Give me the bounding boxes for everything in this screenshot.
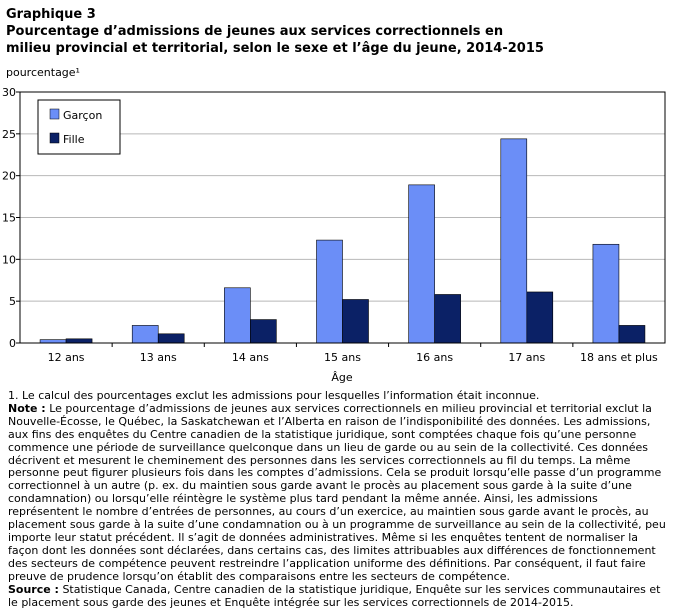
x-axis-ticks: 12 ans 13 ans 14 ans 15 ans 16 ans 17 ans 18 a…	[48, 343, 658, 364]
note-line: des secteurs de compétence peuvent restr…	[8, 556, 646, 570]
chart-notes: 1. Le calcul des pourcentages exclut les…	[8, 389, 668, 610]
footnote-1: 1. Le calcul des pourcentages exclut les…	[8, 389, 540, 402]
y-tick-label: 0	[9, 337, 16, 350]
note-line: placement sous garde à la suite d’une co…	[8, 518, 666, 532]
source-line: Statistique Canada, Centre canadien de l…	[62, 582, 661, 596]
bar-fille	[65, 338, 93, 344]
graphic-label: Graphique 3	[6, 7, 96, 22]
note-line: importe leur statut précédent. Il s’agit…	[8, 530, 639, 544]
x-tick-label: 12 ans	[48, 351, 85, 364]
legend-swatch-garcon	[49, 108, 60, 120]
chart-title-line-2: milieu provincial et territorial, selon …	[6, 41, 544, 56]
legend: Garçon Fille	[37, 99, 121, 155]
note-line: personne peut figurer plusieurs fois dan…	[8, 466, 662, 480]
legend-label-fille: Fille	[63, 133, 85, 146]
y-tick-label: 10	[2, 253, 16, 266]
legend-label-garcon: Garçon	[63, 109, 102, 122]
note-line: commence une période de surveillance que…	[8, 440, 648, 454]
chart-title-line-1: Pourcentage d’admissions de jeunes aux s…	[6, 24, 504, 39]
y-tick-label: 15	[2, 212, 16, 225]
bar-chart: pourcentage¹ 0 5 10 15 20 25 30 12 ans 13 ans 14…	[2, 66, 666, 384]
bar-garcon	[224, 287, 251, 344]
note-line: condamnation) ou lorsqu’elle réintègre l…	[8, 492, 598, 506]
note-line: correctionnel à un autre (p. ex. du main…	[8, 479, 632, 493]
bar-fille	[434, 294, 461, 344]
x-tick-label: 18 ans et plus	[580, 351, 658, 364]
source-label: Source :	[8, 582, 59, 596]
x-axis-label: Âge	[331, 371, 353, 384]
bar-garcon	[408, 184, 435, 344]
note-line: aux fins des enquêtes du Centre canadien…	[8, 427, 637, 441]
x-tick-label: 17 ans	[508, 351, 545, 364]
bars	[39, 138, 646, 344]
chart-title-block: Graphique 3 Pourcentage d’admissions de …	[6, 6, 670, 57]
x-tick-label: 16 ans	[416, 351, 453, 364]
x-tick-label: 14 ans	[232, 351, 269, 364]
plot-frame	[19, 91, 666, 344]
note-paragraph: Note : Le pourcentage d’admissions de je…	[8, 401, 668, 584]
x-tick-label: 13 ans	[140, 351, 177, 364]
bar-garcon	[592, 243, 620, 344]
source-line: le placement sous garde des jeunes et En…	[8, 595, 574, 609]
note-line: preuve de prudence lorsqu’on établit des…	[8, 569, 510, 583]
note-line: façon dont les données sont déclarées, d…	[8, 543, 656, 557]
grid-lines	[20, 133, 665, 302]
note-line: Nouvelle-Écosse, le Québec, la Saskatche…	[8, 414, 651, 428]
bar-fille	[342, 299, 369, 344]
y-axis-label: pourcentage¹	[6, 66, 80, 79]
note-line: décrivent et mesurent le cheminement des…	[8, 453, 631, 467]
note-label: Note :	[8, 401, 46, 415]
legend-swatch-fille	[49, 132, 60, 144]
bar-garcon	[500, 138, 528, 344]
bar-fille	[157, 333, 185, 344]
x-tick-label: 15 ans	[324, 351, 361, 364]
y-axis-ticks: 0 5 10 15 20 25 30	[2, 86, 20, 350]
y-tick-label: 30	[2, 86, 16, 99]
y-tick-label: 5	[9, 295, 16, 308]
bar-garcon	[316, 239, 343, 344]
note-line: Le pourcentage d’admissions de jeunes au…	[49, 401, 652, 415]
bar-fille	[250, 319, 277, 344]
bar-fille	[526, 291, 554, 344]
y-tick-label: 25	[2, 128, 16, 141]
y-tick-label: 20	[2, 170, 16, 183]
bar-garcon	[39, 339, 67, 344]
source-paragraph: Source : Statistique Canada, Centre cana…	[8, 582, 668, 610]
note-line: représentent le nombre d’entrées de pers…	[8, 505, 649, 519]
bar-garcon	[131, 325, 159, 344]
bar-fille	[618, 325, 646, 344]
